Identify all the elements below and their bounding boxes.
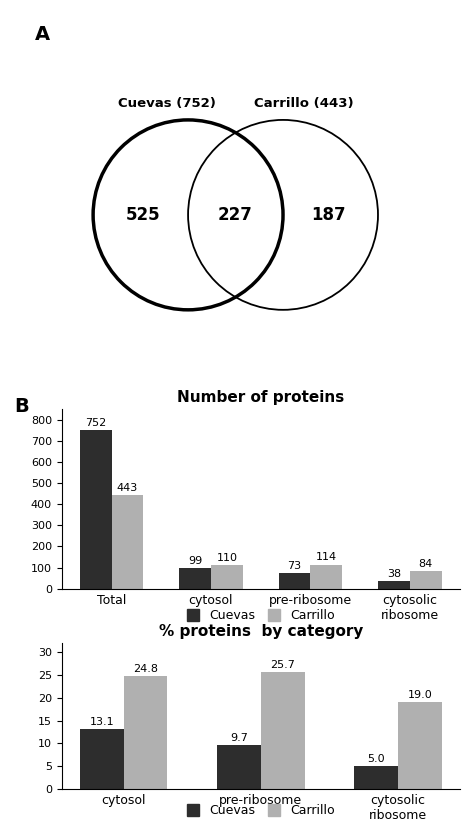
Text: 73: 73 (287, 561, 301, 571)
Bar (354, 767, 398, 789)
Text: 38: 38 (387, 569, 401, 579)
Text: 110: 110 (217, 554, 237, 564)
Text: 227: 227 (218, 206, 253, 224)
Text: 187: 187 (311, 206, 346, 224)
Text: 25.7: 25.7 (270, 660, 295, 670)
Bar (211, 565, 243, 589)
Text: 525: 525 (125, 206, 160, 224)
Bar (310, 564, 342, 589)
Text: 19.0: 19.0 (407, 691, 432, 701)
Bar (80, 729, 124, 789)
Text: B: B (14, 397, 29, 416)
Bar (398, 702, 442, 789)
Bar (80, 430, 111, 589)
Text: 443: 443 (117, 483, 138, 493)
Bar (410, 571, 442, 589)
Text: A: A (35, 25, 50, 44)
Bar (179, 568, 211, 589)
Text: Cuevas (752): Cuevas (752) (118, 97, 216, 109)
Bar (111, 495, 143, 589)
Bar (124, 676, 167, 789)
Text: 9.7: 9.7 (230, 733, 248, 743)
Bar (279, 574, 310, 589)
Bar (378, 580, 410, 589)
Title: % proteins  by category: % proteins by category (158, 624, 363, 639)
Legend: Cuevas, Carrillo: Cuevas, Carrillo (182, 605, 340, 627)
Text: 84: 84 (419, 559, 433, 569)
Legend: Cuevas, Carrillo: Cuevas, Carrillo (182, 799, 340, 822)
Text: 13.1: 13.1 (89, 717, 114, 727)
Text: 752: 752 (85, 418, 106, 428)
Text: Carrillo (443): Carrillo (443) (254, 97, 354, 109)
Title: Number of proteins: Number of proteins (177, 390, 344, 405)
Text: 114: 114 (316, 553, 337, 563)
Bar (217, 745, 261, 789)
Text: 5.0: 5.0 (367, 754, 385, 764)
Text: 24.8: 24.8 (133, 664, 158, 674)
Bar (261, 671, 305, 789)
Text: 99: 99 (188, 555, 202, 565)
